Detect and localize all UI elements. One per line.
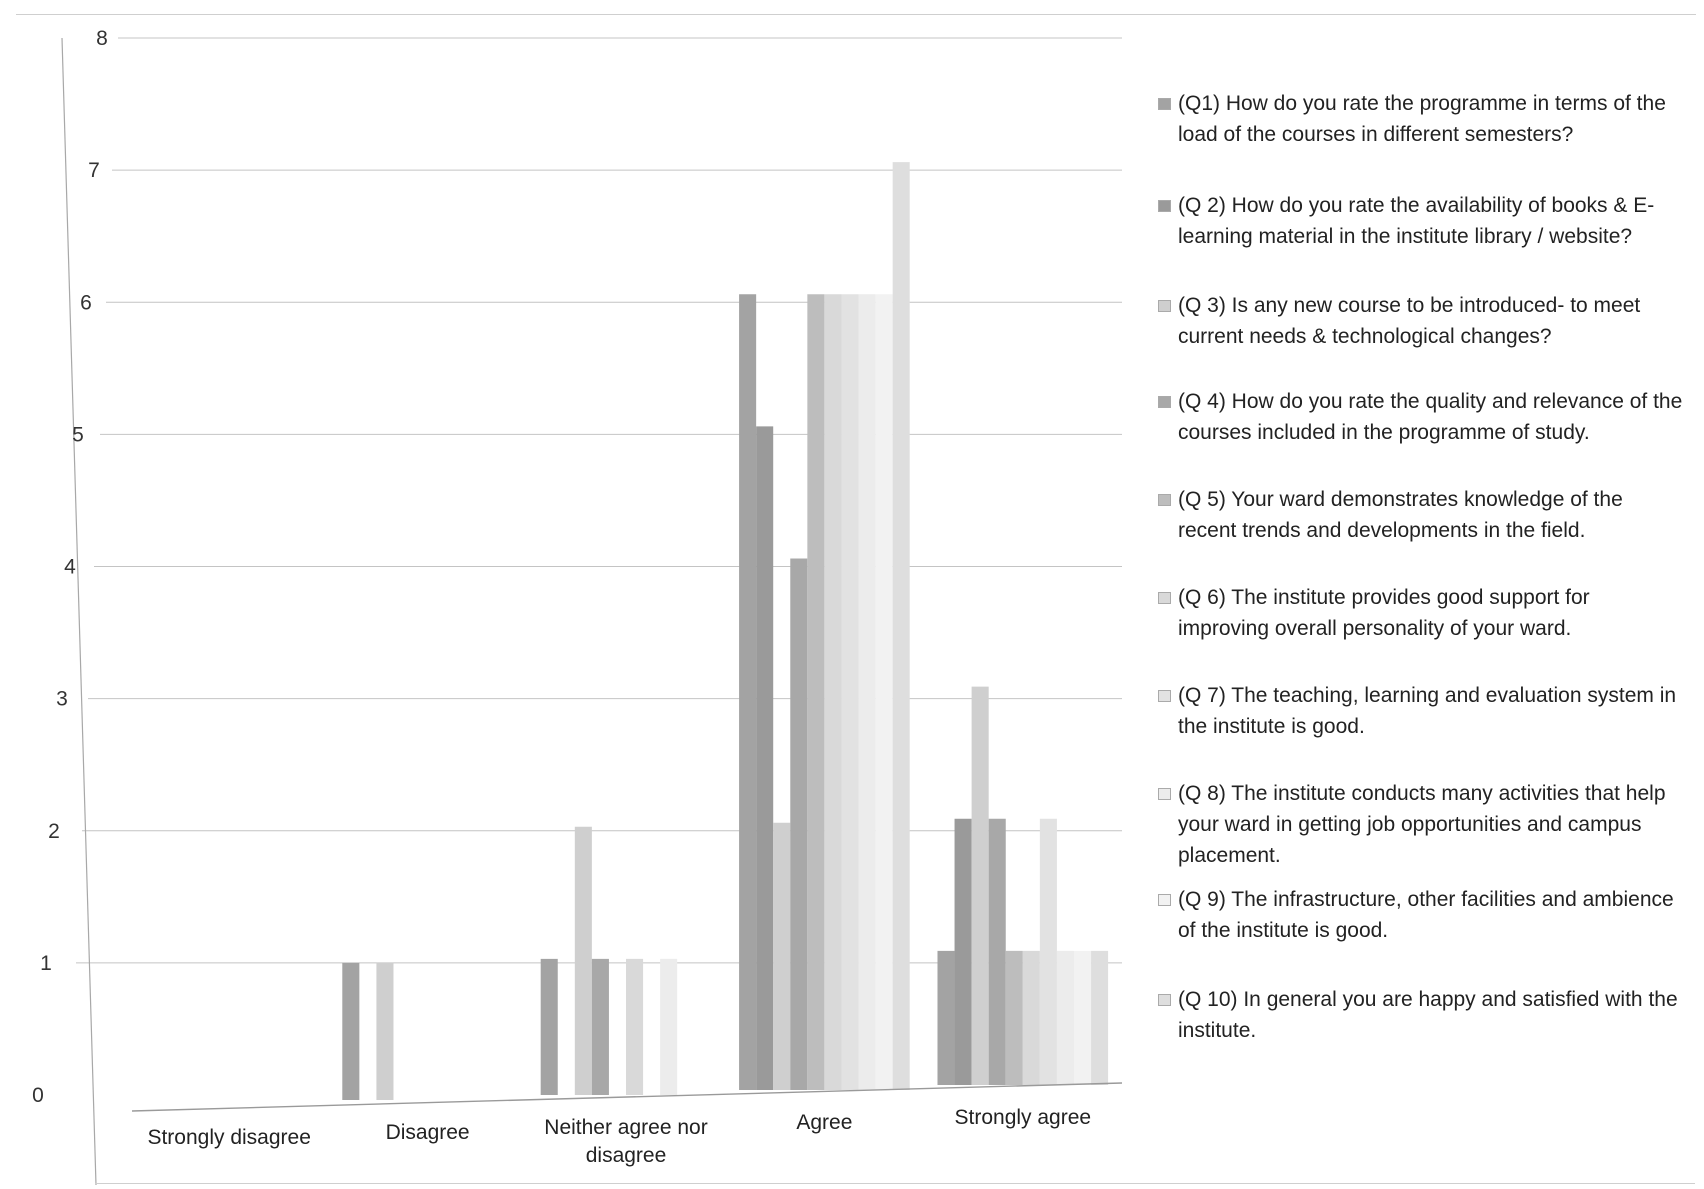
- legend-swatch: [1158, 788, 1171, 800]
- legend-item: (Q 3) Is any new course to be introduced…: [1158, 290, 1698, 352]
- legend-item: (Q1) How do you rate the programme in te…: [1158, 88, 1698, 150]
- bar: [574, 826, 592, 1095]
- legend-swatch: [1158, 200, 1171, 212]
- legend-label: (Q1) How do you rate the programme in te…: [1178, 92, 1666, 146]
- y-axis-line: [61, 37, 97, 1186]
- bar: [1056, 950, 1074, 1085]
- bar: [1039, 818, 1057, 1085]
- bar: [892, 162, 910, 1090]
- bar: [376, 962, 394, 1100]
- bar: [342, 962, 360, 1100]
- bar: [660, 958, 678, 1095]
- bar: [807, 294, 825, 1090]
- bar: [626, 958, 644, 1095]
- chart-plot-area: 0 1 2 3 4 5 6 7 8 Strongly disagree Disagree Neith…: [32, 27, 1123, 1186]
- x-axis-line: [131, 1082, 1123, 1112]
- bar: [739, 294, 757, 1090]
- bar: [1073, 950, 1092, 1085]
- bar: [841, 294, 859, 1090]
- y-tick-label: 1: [40, 952, 52, 975]
- bar: [790, 558, 808, 1090]
- legend-label: (Q 4) How do you rate the quality and re…: [1178, 390, 1683, 444]
- legend-item: (Q 10) In general you are happy and sati…: [1158, 984, 1698, 1046]
- bar: [1022, 950, 1040, 1085]
- legend-swatch: [1158, 300, 1171, 312]
- legend-swatch: [1158, 98, 1171, 110]
- bar: [1005, 950, 1023, 1085]
- legend-swatch: [1158, 994, 1171, 1006]
- bar: [858, 294, 876, 1090]
- bar: [988, 818, 1006, 1085]
- legend-label: (Q 9) The infrastructure, other faciliti…: [1178, 888, 1674, 942]
- y-tick-label: 4: [64, 556, 76, 579]
- bar: [971, 686, 989, 1085]
- legend-item: (Q 2) How do you rate the availability o…: [1158, 190, 1698, 252]
- legend-label: (Q 10) In general you are happy and sati…: [1178, 988, 1678, 1042]
- bar: [937, 950, 955, 1085]
- legend-label: (Q 7) The teaching, learning and evaluat…: [1178, 684, 1677, 738]
- legend-swatch: [1158, 690, 1171, 702]
- legend-label: (Q 2) How do you rate the availability o…: [1178, 194, 1655, 248]
- y-tick-label: 0: [32, 1084, 44, 1107]
- bar: [540, 958, 558, 1095]
- x-tick-label: Strongly agree: [955, 1106, 1092, 1129]
- legend-swatch: [1158, 396, 1171, 408]
- y-tick-labels: 0 1 2 3 4 5 6 7 8: [32, 27, 108, 1107]
- bar: [756, 426, 774, 1090]
- x-tick-labels: Strongly disagree Disagree Neither agree n…: [147, 1106, 1091, 1167]
- x-tick-label: Agree: [796, 1111, 852, 1134]
- legend-label: (Q 3) Is any new course to be introduced…: [1178, 294, 1641, 348]
- legend-item: (Q 8) The institute conducts many activi…: [1158, 778, 1698, 871]
- bar: [591, 958, 609, 1095]
- gridlines: [76, 37, 1122, 964]
- legend-swatch: [1158, 894, 1171, 906]
- top-frame-line: [16, 14, 1696, 15]
- x-tick-label: Neither agree nor: [544, 1116, 707, 1139]
- bar: [824, 294, 842, 1090]
- legend-item: (Q 9) The infrastructure, other faciliti…: [1158, 884, 1698, 946]
- x-tick-label: Strongly disagree: [147, 1126, 310, 1149]
- y-tick-label: 7: [88, 159, 100, 182]
- legend-label: (Q 8) The institute conducts many activi…: [1178, 782, 1666, 867]
- y-tick-label: 3: [56, 688, 68, 711]
- bottom-frame-line: [95, 1183, 1695, 1184]
- legend-swatch: [1158, 494, 1171, 506]
- bars: [342, 162, 1109, 1100]
- y-tick-label: 5: [72, 423, 84, 446]
- y-tick-label: 2: [48, 820, 60, 843]
- legend-item: (Q 4) How do you rate the quality and re…: [1158, 386, 1698, 448]
- legend-item: (Q 6) The institute provides good suppor…: [1158, 582, 1698, 644]
- y-tick-label: 8: [96, 27, 108, 50]
- bar: [954, 818, 972, 1085]
- axes: [61, 37, 1123, 1186]
- legend-swatch: [1158, 592, 1171, 604]
- legend-item: (Q 5) Your ward demonstrates knowledge o…: [1158, 484, 1698, 546]
- bar: [773, 822, 791, 1090]
- legend-label: (Q 5) Your ward demonstrates knowledge o…: [1178, 488, 1623, 542]
- legend-label: (Q 6) The institute provides good suppor…: [1178, 586, 1590, 640]
- x-tick-label: disagree: [586, 1144, 667, 1167]
- x-tick-label: Disagree: [386, 1121, 470, 1144]
- bar: [875, 294, 893, 1090]
- y-tick-label: 6: [80, 291, 92, 314]
- legend-item: (Q 7) The teaching, learning and evaluat…: [1158, 680, 1698, 742]
- bar: [1091, 950, 1109, 1085]
